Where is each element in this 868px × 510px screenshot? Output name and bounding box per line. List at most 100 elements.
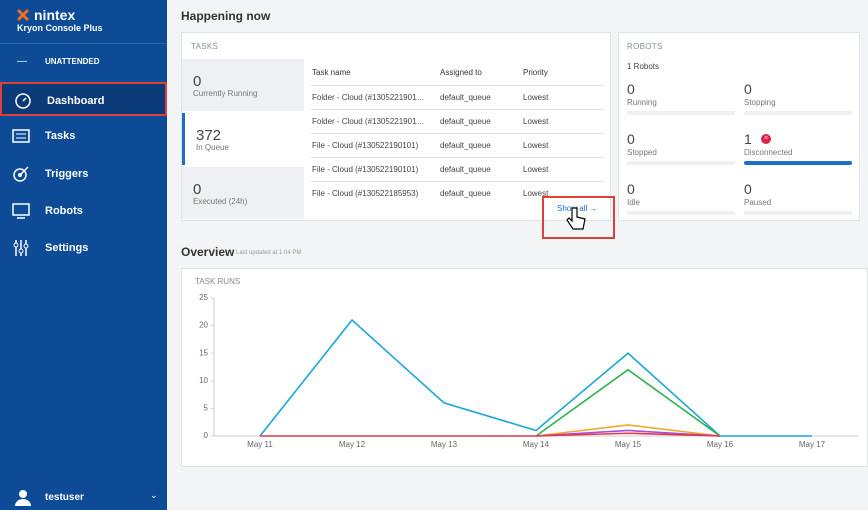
x-tick-label: May 16 [707,440,734,449]
series-line [535,424,721,437]
nav-robots[interactable]: Robots [0,194,167,228]
mode[interactable]: UNATTENDED [45,57,100,66]
icon [12,203,30,219]
column-header: Priority [523,68,548,77]
user[interactable]: testuser [45,492,84,503]
stat-value: 0 [744,181,752,197]
row-line [311,133,604,134]
row-line [311,181,604,182]
y-tick-label: 20 [199,321,208,330]
cell: File - Cloud (#130522190101) [312,165,419,174]
series-line [259,318,812,437]
tasks-panel: TASKS 0 Currently Running 372 In Queue 0 Exec… [181,32,611,221]
product: Kryon Console Plus [17,23,103,33]
status-track [744,161,852,165]
stat-label: In Queue [196,143,229,152]
task-stat: 0 Currently Running [182,59,304,111]
y-tick-label: 0 [204,431,209,440]
cell: Lowest [523,189,549,198]
cell: default_queue [440,93,491,102]
x-tick-label: May 17 [799,440,826,449]
stat-value: 0 [193,73,202,90]
cell: File - Cloud (#130522185953) [312,189,419,198]
stat-value: 1 [744,131,752,147]
nav-settings[interactable]: Settings [0,231,167,265]
x-tick-label: May 13 [431,440,458,449]
nav-triggers[interactable]: Triggers [0,157,167,191]
cell: File - Cloud (#130522190101) [312,141,419,150]
panel-label: TASKS [191,42,219,51]
row-line [311,157,604,158]
robot-stat: 0 Idle [627,181,737,221]
stat-label: Stopped [627,148,657,157]
y-tick-label: 5 [204,404,209,413]
panel-label: ROBOTS [627,42,663,51]
chevron[interactable]: ⌄ [150,490,158,500]
cell: Lowest [523,93,549,102]
cursor [566,207,586,230]
task-stat: 0 Executed (24h) [182,167,304,219]
icon [12,129,30,143]
stat-value: 0 [744,81,752,97]
stat-label: Executed (24h) [193,197,248,206]
status-track [627,161,735,165]
icon [13,240,29,256]
cell: default_queue [440,189,491,198]
y-tick-label: 10 [199,376,208,385]
y-tick-label: 25 [199,293,208,302]
stat-value: 0 [193,181,202,198]
cell: Lowest [523,165,549,174]
robots-panel: ROBOTS 1 Robots 0 Running 0 Stopping 0 Stoppe… [618,32,860,221]
stat-value: 0 [627,181,635,197]
series-line [535,429,721,437]
robot-stat: 1 Disconnected × [744,131,854,171]
x-tick-label: May 12 [339,440,366,449]
nav-dashboard[interactable]: Dashboard [0,82,167,116]
nav-tasks[interactable]: Tasks [0,119,167,153]
robot-stat: 0 Stopped [627,131,737,171]
cell: Lowest [523,141,549,150]
status-track [744,211,852,215]
stat-value: 0 [627,131,635,147]
y-tick-label: 15 [199,348,208,357]
dash: — [17,56,27,67]
cell: default_queue [440,117,491,126]
status-track [627,111,735,115]
status-track [627,211,735,215]
chart-title: TASK RUNS [195,277,240,286]
brand: nintex [34,7,76,23]
cell: default_queue [440,165,491,174]
stat-label: Disconnected [744,148,793,157]
series-line [535,368,721,437]
icon [13,166,29,182]
robot-stat: 0 Paused [744,181,854,221]
robot-count: 1 Robots [627,62,660,71]
nav-label: Tasks [45,130,76,142]
logo-icon [16,8,30,22]
stat-label: Running [627,98,657,107]
stat-label: Stopping [744,98,776,107]
stat-label: Idle [627,198,640,207]
section-title: Overview [181,245,235,259]
cell: default_queue [440,141,491,150]
stat-value: 372 [196,127,222,144]
error-icon: × [761,134,771,144]
task-stat: 372 In Queue [182,113,304,165]
series-line [260,432,721,437]
robot-stat: 0 Stopping [744,81,854,121]
row-line [311,109,604,110]
highlight [542,196,615,239]
x-tick-label: May 11 [247,440,273,449]
cell: Folder - Cloud (#1305221901… [312,93,425,102]
stat-value: 0 [627,81,635,97]
cell: Lowest [523,117,549,126]
column-header: Task name [312,68,351,77]
robot-stat: 0 Running [627,81,737,121]
chart-panel [181,268,868,467]
row-line [311,85,604,86]
stat-label: Paused [744,198,772,207]
user-icon [15,490,31,506]
cell: Folder - Cloud (#1305221901… [312,117,425,126]
